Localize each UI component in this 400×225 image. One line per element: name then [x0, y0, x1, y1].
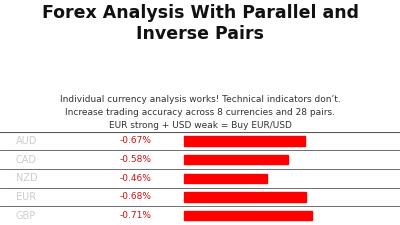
Text: Forex Analysis With Parallel and
Inverse Pairs: Forex Analysis With Parallel and Inverse… — [42, 4, 358, 43]
Text: EUR: EUR — [16, 192, 36, 202]
Text: -0.71%: -0.71% — [120, 211, 152, 220]
Text: -0.46%: -0.46% — [120, 174, 152, 183]
Text: -0.67%: -0.67% — [120, 136, 152, 145]
Text: NZD: NZD — [16, 173, 38, 183]
Text: GBP: GBP — [16, 211, 36, 221]
Text: CHF: CHF — [70, 211, 92, 221]
Text: CHF: CHF — [70, 155, 92, 165]
Text: CHF: CHF — [70, 192, 92, 202]
Bar — [184, 155, 288, 164]
Bar — [184, 192, 306, 202]
Bar — [184, 211, 312, 220]
Text: CAD: CAD — [16, 155, 37, 165]
Text: AUD: AUD — [16, 136, 37, 146]
Text: CHF: CHF — [70, 136, 92, 146]
Text: -0.68%: -0.68% — [120, 193, 152, 202]
Text: Individual currency analysis works! Technical indicators don’t.
Increase trading: Individual currency analysis works! Tech… — [60, 95, 340, 130]
Text: -0.58%: -0.58% — [120, 155, 152, 164]
Bar — [184, 174, 267, 183]
Bar — [184, 136, 305, 146]
Text: CHF: CHF — [70, 173, 92, 183]
